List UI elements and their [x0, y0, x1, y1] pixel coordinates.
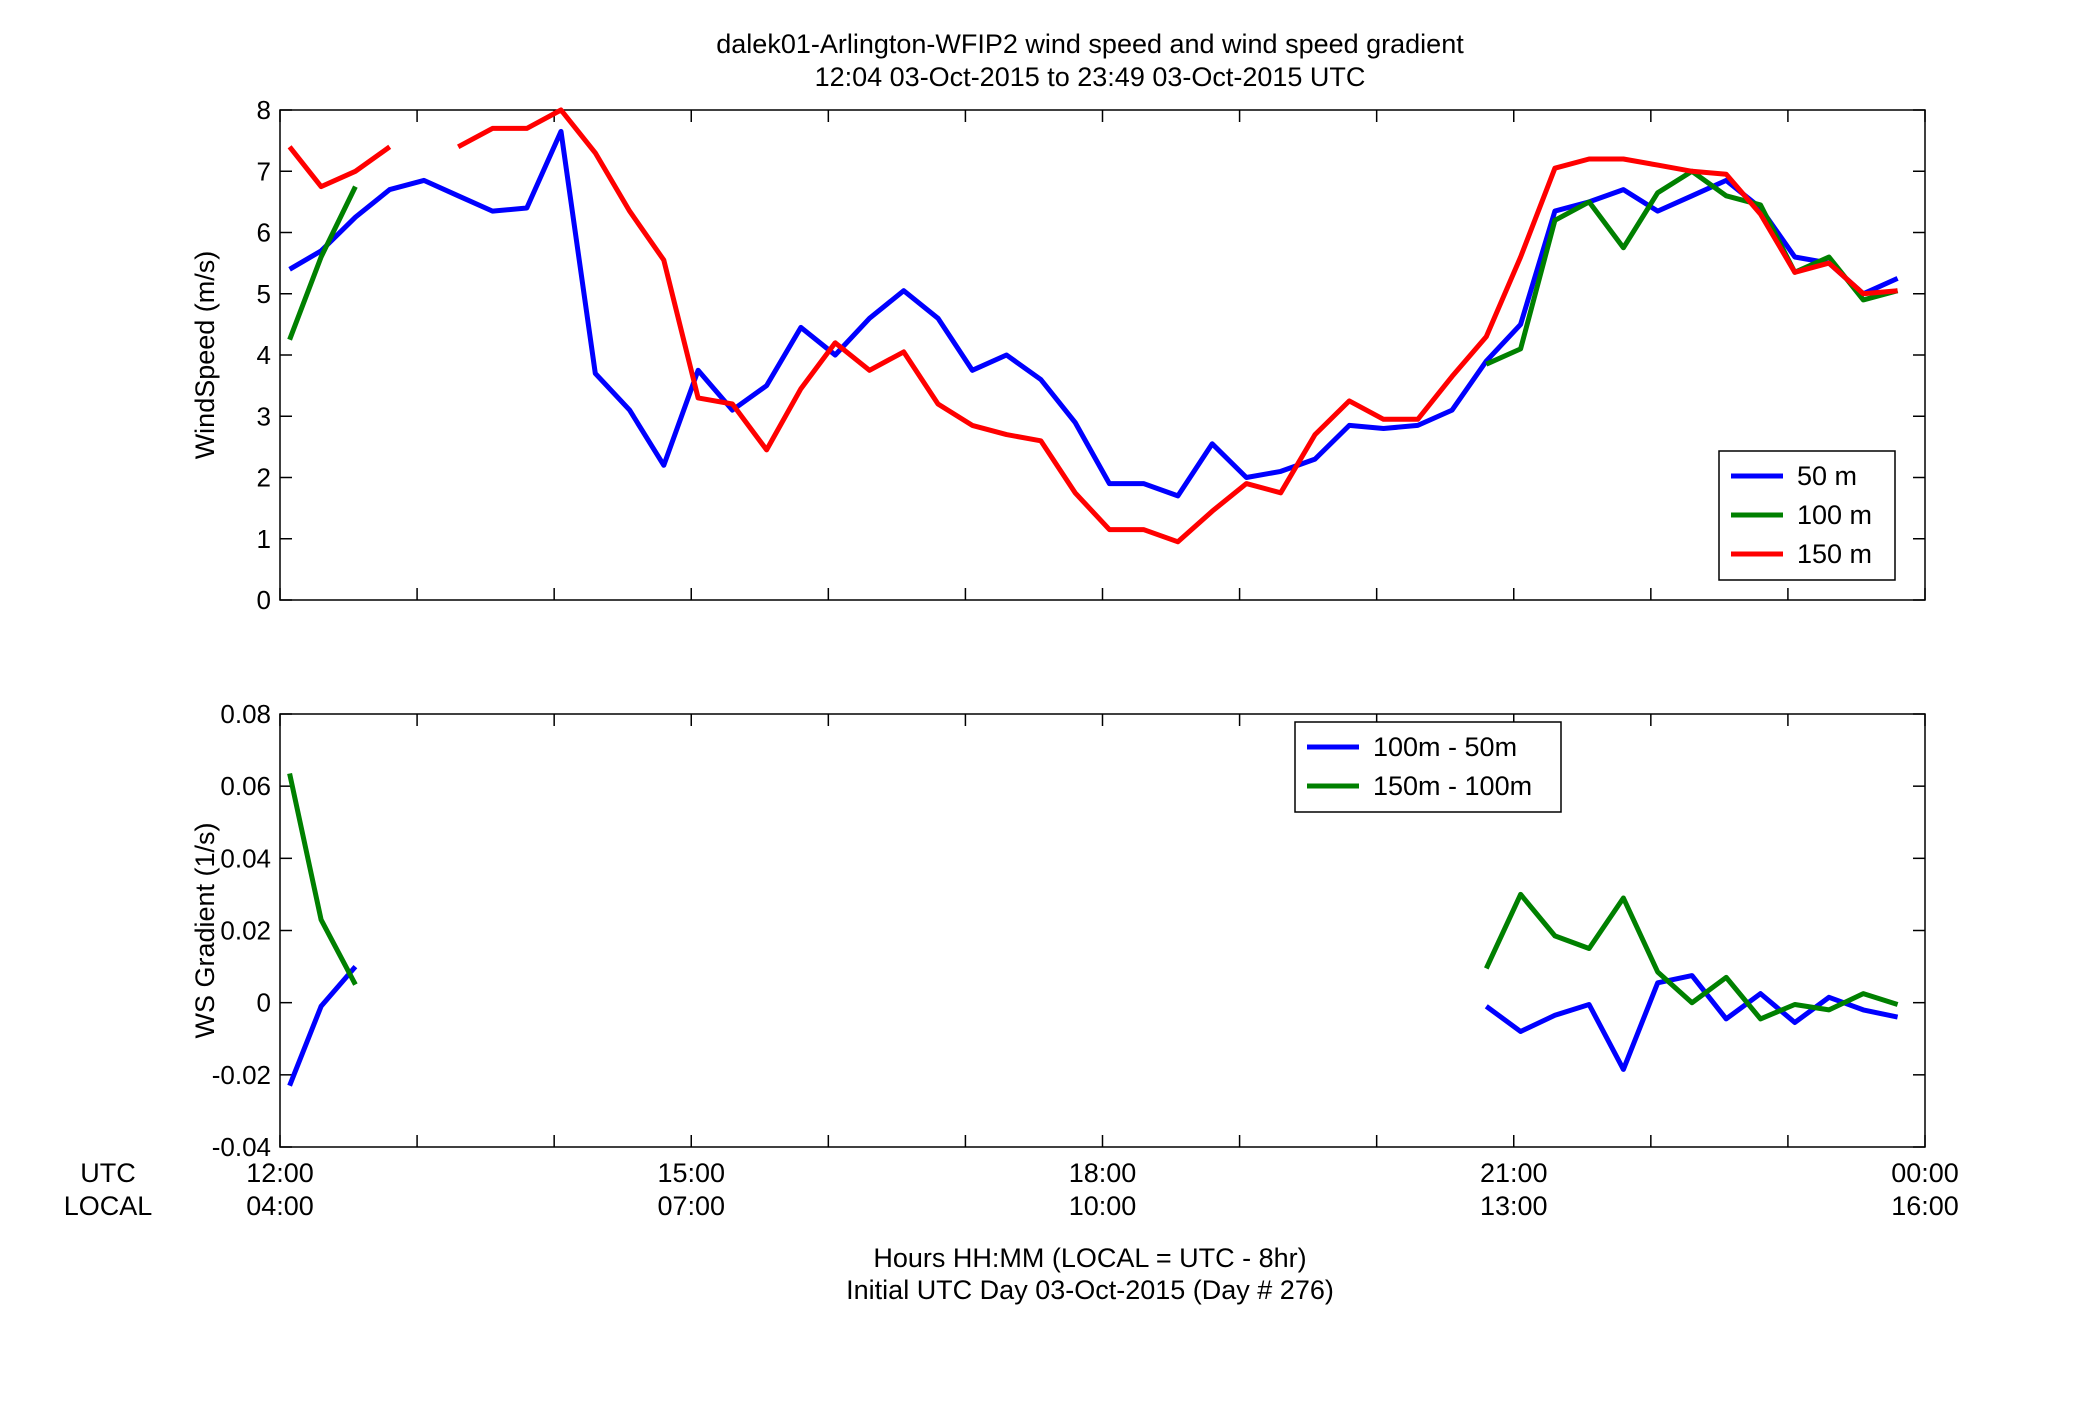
bottom-axes: -0.04 -0.02 0 0.02 0.04 0.06 0.08 WS Gradient (…	[190, 699, 1959, 1221]
chart-title-line1: dalek01-Arlington-WFIP2 wind speed and w…	[716, 29, 1464, 59]
x-tick-label-local: 04:00	[246, 1191, 314, 1221]
y-tick-label: 0.06	[220, 771, 271, 801]
x-tick-label-local: 13:00	[1480, 1191, 1548, 1221]
y-tick-label: -0.04	[212, 1132, 271, 1162]
legend: 100m - 50m 150m - 100m	[1294, 721, 1562, 813]
y-tick-label: 3	[257, 401, 271, 431]
x-tick-label-local: 16:00	[1891, 1191, 1959, 1221]
x-tick-label-local: 07:00	[657, 1191, 725, 1221]
x-row-label-local: LOCAL	[64, 1191, 153, 1221]
chart-title-line2: 12:04 03-Oct-2015 to 23:49 03-Oct-2015 U…	[815, 62, 1366, 92]
legend-label: 50 m	[1797, 461, 1857, 491]
y-axis-label: WindSpeed (m/s)	[190, 251, 220, 460]
x-tick-label-utc: 00:00	[1891, 1158, 1959, 1188]
series-line-100m-50m	[287, 964, 1899, 1087]
y-tick-label: 0	[257, 585, 271, 615]
x-tick-label-utc: 12:00	[246, 1158, 314, 1188]
y-tick-label: 2	[257, 463, 271, 493]
legend-label: 150 m	[1797, 539, 1872, 569]
series-line-150-m	[287, 107, 1898, 545]
x-tick-label-utc: 21:00	[1480, 1158, 1548, 1188]
series-line-50-m	[288, 128, 1899, 499]
x-row-label-utc: UTC	[80, 1158, 136, 1188]
y-tick-label: 8	[257, 95, 271, 125]
legend-label: 100 m	[1797, 500, 1872, 530]
y-tick-label: 6	[257, 218, 271, 248]
series-line-150m-100m	[287, 772, 1899, 1022]
legend-label: 100m - 50m	[1373, 732, 1517, 762]
plot-frame	[279, 713, 1926, 1148]
y-tick-label: 0.02	[220, 916, 271, 946]
legend-label: 150m - 100m	[1373, 771, 1532, 801]
y-tick-label: 1	[257, 524, 271, 554]
plot-frame	[279, 109, 1926, 601]
x-axis-label-line2: Initial UTC Day 03-Oct-2015 (Day # 276)	[846, 1275, 1334, 1305]
x-axis-label-line1: Hours HH:MM (LOCAL = UTC - 8hr)	[873, 1243, 1306, 1273]
y-tick-label: -0.02	[212, 1060, 271, 1090]
y-tick-label: 7	[257, 156, 271, 186]
y-tick-label: 4	[257, 340, 271, 370]
legend: 50 m 100 m 150 m	[1718, 450, 1896, 581]
y-axis-label: WS Gradient (1/s)	[190, 822, 220, 1038]
x-tick-label-local: 10:00	[1069, 1191, 1137, 1221]
x-tick-label-utc: 18:00	[1069, 1158, 1137, 1188]
y-tick-label: 0.08	[220, 699, 271, 729]
y-tick-label: 0	[257, 988, 271, 1018]
y-tick-label: 0.04	[220, 843, 271, 873]
y-tick-label: 5	[257, 279, 271, 309]
legend-box	[1294, 721, 1562, 813]
x-tick-label-utc: 15:00	[657, 1158, 725, 1188]
top-axes: 0 1 2 3 4 5 6 7 8 WindSpeed (m/s) 50 m 100 m 150 m	[190, 95, 1926, 615]
